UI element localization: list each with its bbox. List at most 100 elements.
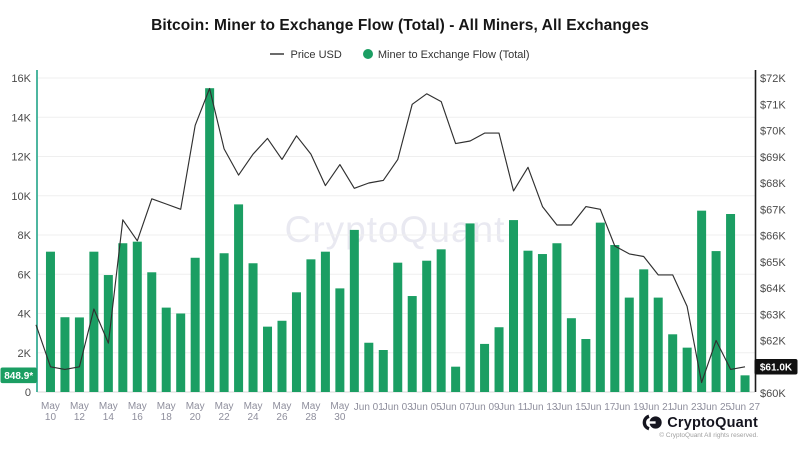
x-axis-label: May 10 xyxy=(41,401,60,423)
price-line-glyph-icon xyxy=(270,53,285,56)
flow-bar[interactable] xyxy=(176,313,186,393)
right-axis-label: $69K xyxy=(760,152,786,164)
x-axis-label: Jun 01 xyxy=(354,402,384,413)
flow-bar[interactable] xyxy=(566,318,576,392)
flow-bar[interactable] xyxy=(364,342,374,392)
flow-bar[interactable] xyxy=(465,223,475,392)
x-axis-label: Jun 09 xyxy=(470,402,500,413)
legend-flow-label: Miner to Exchange Flow (Total) xyxy=(377,49,530,62)
flow-bar[interactable] xyxy=(291,292,301,392)
flow-bar[interactable] xyxy=(682,347,692,392)
flow-bar[interactable] xyxy=(451,366,461,392)
flow-bar[interactable] xyxy=(697,210,707,392)
x-axis-label: May 20 xyxy=(186,401,205,423)
flow-bar[interactable] xyxy=(393,262,403,392)
x-axis-label: Jun 11 xyxy=(499,402,529,413)
flow-bar[interactable] xyxy=(263,326,273,392)
flow-bar[interactable] xyxy=(581,339,591,392)
flow-value-badge xyxy=(0,367,37,384)
flow-bar[interactable] xyxy=(494,327,504,392)
right-axis-label: $60K xyxy=(760,388,786,400)
flow-bar[interactable] xyxy=(234,204,244,392)
price-value-badge xyxy=(754,358,798,375)
flow-bar[interactable] xyxy=(422,260,432,392)
flow-value-badge-label: 848.9* xyxy=(4,371,33,382)
flow-bar[interactable] xyxy=(653,297,663,392)
flow-bar[interactable] xyxy=(639,269,649,392)
x-axis-label: May 14 xyxy=(99,401,118,423)
x-axis-label: May 28 xyxy=(301,401,320,423)
left-axis-label: 4K xyxy=(18,309,32,321)
x-axis-label: Jun 23 xyxy=(672,402,702,413)
x-axis-label: Jun 17 xyxy=(585,402,615,413)
legend: Price USD Miner to Exchange Flow (Total) xyxy=(0,49,800,61)
flow-bar[interactable] xyxy=(161,307,171,392)
flow-bar[interactable] xyxy=(132,241,142,392)
flow-bar[interactable] xyxy=(624,297,634,392)
x-axis-label: Jun 13 xyxy=(527,402,557,413)
flow-bar[interactable] xyxy=(277,320,287,392)
flow-bar[interactable] xyxy=(537,254,547,392)
x-axis-label: Jun 07 xyxy=(441,402,471,413)
flow-bar[interactable] xyxy=(320,251,330,392)
flow-bar[interactable] xyxy=(118,243,128,392)
x-axis-label: May 12 xyxy=(70,401,89,423)
flow-bar[interactable] xyxy=(480,343,490,392)
flow-bar[interactable] xyxy=(74,317,84,392)
right-axis-label: $67K xyxy=(760,204,786,216)
flow-bar[interactable] xyxy=(740,375,750,392)
left-axis-label: 16K xyxy=(11,73,31,85)
left-axis-label: 14K xyxy=(11,112,31,124)
right-axis-label: $65K xyxy=(760,257,786,269)
flow-bar[interactable] xyxy=(509,220,519,392)
left-axis-label: 10K xyxy=(11,191,31,203)
flow-bar[interactable] xyxy=(595,222,605,392)
legend-item-flow[interactable]: Miner to Exchange Flow (Total) xyxy=(362,49,530,62)
legend-item-price[interactable]: Price USD xyxy=(270,49,342,61)
flow-bar[interactable] xyxy=(378,350,388,392)
flow-bar[interactable] xyxy=(335,288,345,392)
flow-bar[interactable] xyxy=(407,296,417,392)
flow-bar[interactable] xyxy=(147,272,157,392)
flow-dot-glyph-icon xyxy=(362,49,373,60)
flow-bar[interactable] xyxy=(190,257,200,392)
left-axis-label: 8K xyxy=(18,230,32,242)
flow-bar[interactable] xyxy=(219,253,229,392)
flow-bar[interactable] xyxy=(205,88,215,392)
flow-bar[interactable] xyxy=(60,317,70,392)
flow-bar[interactable] xyxy=(523,250,533,392)
x-axis-label: Jun 05 xyxy=(412,402,442,413)
flow-bar[interactable] xyxy=(306,259,316,392)
footer-copyright: © CryptoQuant All rights reserved. xyxy=(659,432,758,439)
flow-bar[interactable] xyxy=(668,334,678,392)
flow-bar[interactable] xyxy=(103,275,113,392)
x-axis-label: May 18 xyxy=(157,401,176,423)
price-line[interactable] xyxy=(35,87,746,384)
flow-bar[interactable] xyxy=(349,229,359,392)
flow-bar[interactable] xyxy=(45,251,55,392)
footer-brand-name: CryptoQuant xyxy=(667,414,758,431)
x-axis-label: Jun 15 xyxy=(556,402,586,413)
x-axis-label: May 30 xyxy=(330,401,349,423)
flow-bar[interactable] xyxy=(436,249,446,392)
x-axis-label: Jun 25 xyxy=(701,402,731,413)
x-axis-label: May 16 xyxy=(128,401,147,423)
flow-bar[interactable] xyxy=(552,243,562,392)
left-axis-label: 0 xyxy=(25,387,31,399)
x-axis-label: Jun 27 xyxy=(730,402,760,413)
left-axis-label: 12K xyxy=(11,152,31,164)
x-axis-label: Jun 03 xyxy=(383,402,413,413)
right-axis-label: $70K xyxy=(760,126,786,138)
flow-bar[interactable] xyxy=(89,251,99,392)
flow-bar[interactable] xyxy=(248,263,258,392)
flow-bar[interactable] xyxy=(610,245,620,392)
flow-bar[interactable] xyxy=(726,214,736,392)
right-axis-label: $71K xyxy=(760,99,786,111)
flow-bar[interactable] xyxy=(711,251,721,392)
right-axis-label: $64K xyxy=(760,283,786,295)
x-axis-label: May 22 xyxy=(215,401,234,423)
right-axis-label: $66K xyxy=(760,231,786,243)
cryptoquant-logo-icon xyxy=(642,414,662,431)
